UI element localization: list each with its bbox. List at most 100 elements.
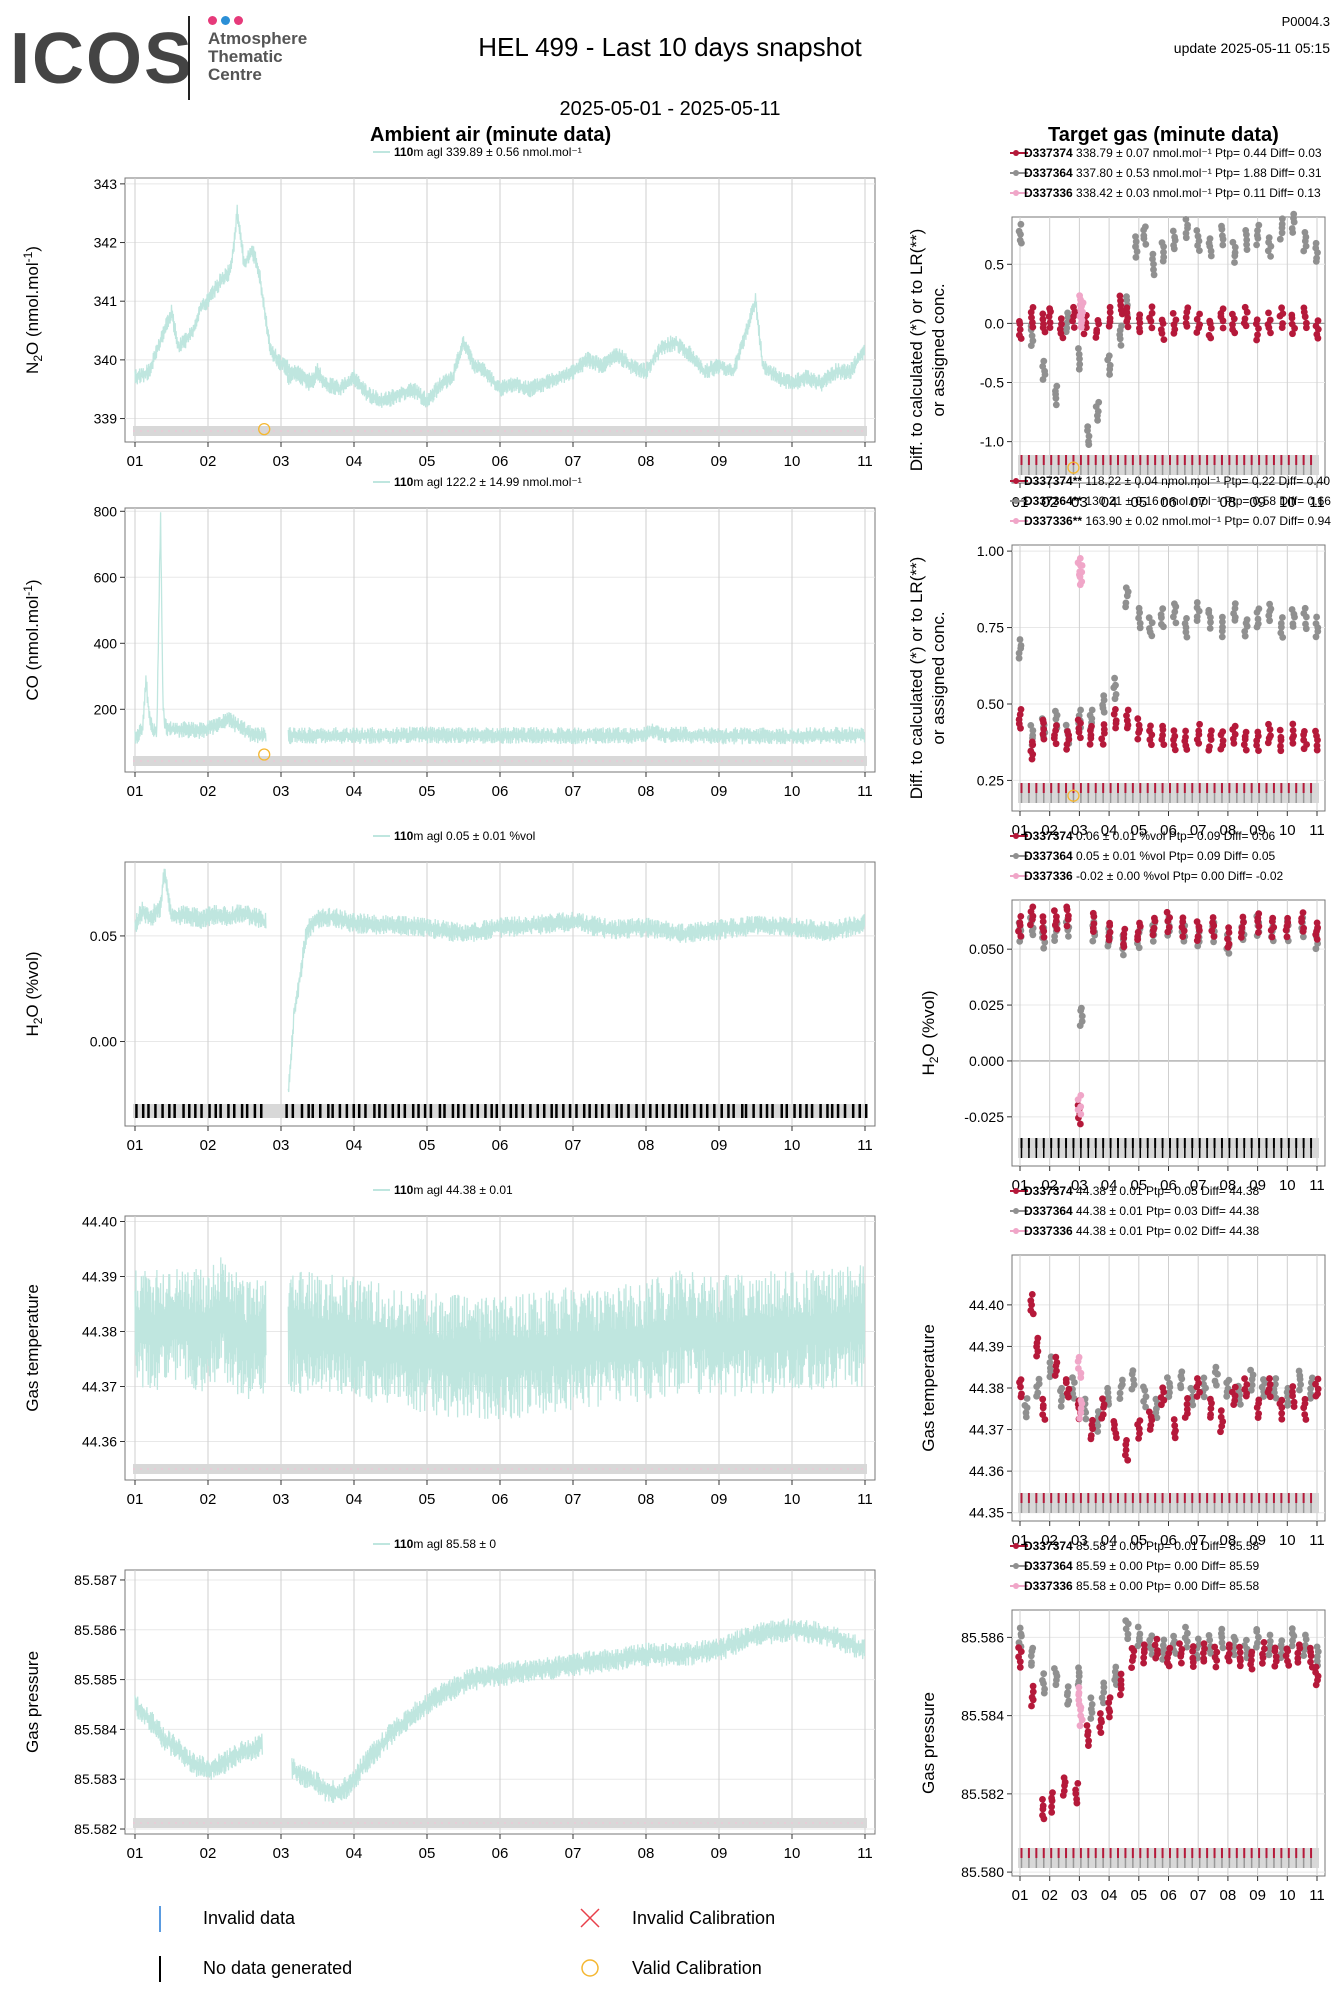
- target-point: [1193, 613, 1201, 621]
- x-tick-label: 09: [711, 1845, 728, 1862]
- target-point: [1047, 1364, 1054, 1372]
- target-point: [1027, 722, 1035, 729]
- x-tick-label: 01: [127, 1845, 144, 1862]
- target-point: [1112, 681, 1119, 689]
- target-point: [1289, 620, 1297, 628]
- x-tick-label: 04: [346, 783, 363, 800]
- x-tick-label: 07: [1190, 822, 1207, 839]
- x-tick-label: 10: [1279, 1177, 1296, 1194]
- target-point: [1248, 1381, 1256, 1389]
- target-point: [1124, 1630, 1132, 1638]
- target-point: [1078, 1018, 1086, 1025]
- target-point: [1094, 1408, 1102, 1415]
- target-point: [1039, 315, 1047, 323]
- y-tick-label: 85.585: [74, 1672, 117, 1688]
- target-point: [1312, 633, 1320, 641]
- x-tick-label: 07: [1190, 1177, 1207, 1194]
- x-tick-label: 11: [1309, 822, 1325, 839]
- target-point: [1018, 1390, 1025, 1398]
- target-point: [1300, 933, 1307, 941]
- legend-swatch-dot: [1013, 478, 1019, 484]
- target-point: [1255, 1633, 1262, 1641]
- target-point: [1201, 1645, 1208, 1652]
- target-point: [1151, 914, 1158, 922]
- y-axis-label: Gas temperature: [919, 1324, 938, 1452]
- target-point: [1073, 1795, 1080, 1803]
- target-point: [1211, 1653, 1219, 1661]
- x-tick-label: 11: [1309, 1177, 1325, 1194]
- target-point: [1277, 629, 1285, 637]
- target-point: [1277, 620, 1285, 627]
- target-point: [1219, 324, 1227, 332]
- target-point: [1284, 1657, 1291, 1665]
- target-point: [1117, 342, 1125, 349]
- target-point: [1283, 933, 1291, 941]
- x-tick-label: 07: [565, 1137, 582, 1154]
- target-point: [1076, 1415, 1083, 1422]
- y-tick-label: 85.583: [74, 1771, 117, 1787]
- target-point: [1267, 732, 1274, 740]
- invalid-calibration-label: Invalid Calibration: [632, 1908, 776, 1928]
- target-point: [1148, 309, 1156, 317]
- target-point: [1075, 345, 1082, 352]
- x-tick-label: 04: [346, 1845, 363, 1862]
- target-point: [1279, 614, 1286, 621]
- target-point: [1289, 727, 1297, 734]
- target-point: [1290, 1398, 1298, 1406]
- target-point: [1255, 1396, 1263, 1404]
- target-point: [1064, 309, 1071, 317]
- target-point: [1219, 305, 1227, 313]
- target-point: [1184, 304, 1192, 312]
- target-point: [1290, 210, 1298, 218]
- target-point: [1053, 1359, 1061, 1366]
- x-tick-label: 11: [857, 453, 873, 470]
- target-point: [1313, 331, 1321, 338]
- target-point: [1210, 938, 1217, 946]
- target-point: [1303, 319, 1310, 327]
- target-point: [1242, 227, 1250, 234]
- target-point: [1253, 1626, 1261, 1633]
- target-point: [1130, 1376, 1137, 1384]
- target-point: [1242, 746, 1250, 754]
- x-tick-label: 02: [1041, 1887, 1058, 1904]
- legend-swatch-dot: [1013, 1188, 1019, 1194]
- target-point: [1040, 1670, 1048, 1678]
- target-point: [1027, 921, 1034, 929]
- x-tick-label: 11: [857, 1137, 873, 1154]
- target-point: [1160, 336, 1168, 343]
- target-point: [1207, 618, 1214, 626]
- target-point: [1235, 1388, 1243, 1395]
- target-point: [1112, 706, 1119, 713]
- target-point: [1088, 1701, 1096, 1708]
- target-point: [1206, 317, 1214, 325]
- target-point: [1208, 927, 1216, 935]
- target-point: [1016, 1663, 1024, 1671]
- target-point: [1048, 1809, 1056, 1816]
- target-section-title: Target gas (minute data): [1048, 124, 1279, 146]
- target-point: [1017, 642, 1025, 649]
- x-tick-label: 06: [1160, 1532, 1177, 1549]
- target-point: [1154, 1647, 1161, 1654]
- target-point: [1077, 1103, 1085, 1111]
- target-point: [1077, 1397, 1085, 1404]
- target-point: [1219, 1644, 1227, 1652]
- target-point: [1164, 1659, 1171, 1667]
- target-point: [1134, 715, 1142, 723]
- x-tick-label: 08: [638, 1491, 655, 1508]
- target-point: [1086, 711, 1094, 719]
- target-point: [1313, 919, 1321, 927]
- status-band: [133, 1818, 867, 1828]
- target-point: [1029, 732, 1037, 739]
- target-point: [1117, 1691, 1124, 1699]
- target-point: [1166, 914, 1173, 921]
- target-point: [1016, 326, 1024, 333]
- x-tick-label: 09: [711, 783, 728, 800]
- ambient-series-line: [134, 1695, 263, 1781]
- target-point: [1182, 229, 1190, 237]
- legend-text: 110m agl 85.58 ± 0: [394, 1537, 496, 1551]
- legend-text: D337364 44.38 ± 0.01 Ptp= 0.03 Diff= 44.…: [1024, 1204, 1260, 1218]
- target-point: [1294, 1654, 1302, 1662]
- x-tick-label: 05: [1130, 1177, 1147, 1194]
